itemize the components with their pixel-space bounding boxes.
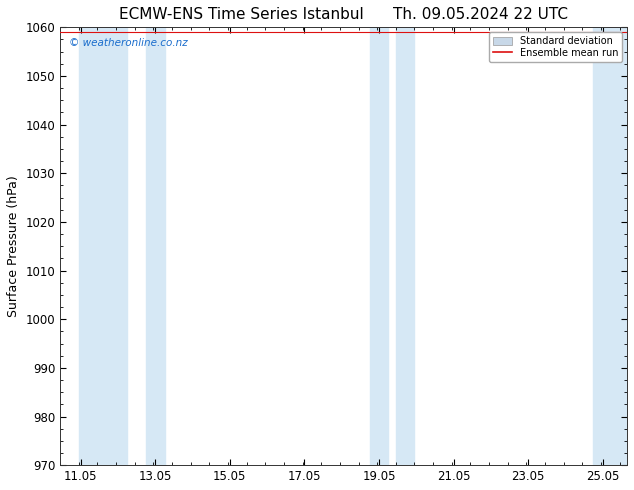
Bar [370, 27, 389, 465]
Text: © weatheronline.co.nz: © weatheronline.co.nz [68, 38, 188, 48]
Legend: Standard deviation, Ensemble mean run: Standard deviation, Ensemble mean run [489, 32, 622, 62]
Y-axis label: Surface Pressure (hPa): Surface Pressure (hPa) [7, 175, 20, 317]
Bar [146, 27, 165, 465]
Title: ECMW-ENS Time Series Istanbul      Th. 09.05.2024 22 UTC: ECMW-ENS Time Series Istanbul Th. 09.05.… [119, 7, 568, 22]
Bar [593, 27, 627, 465]
Bar [79, 27, 127, 465]
Bar [396, 27, 415, 465]
